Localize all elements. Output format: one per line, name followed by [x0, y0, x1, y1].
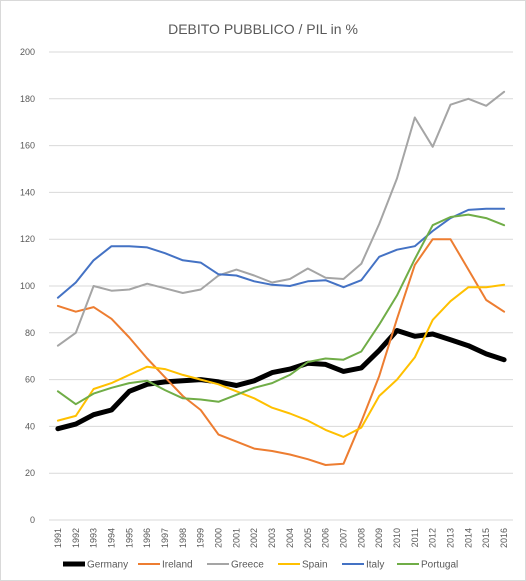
x-tick-label: 1993 — [89, 528, 99, 548]
legend: Germany Ireland Greece Spain Italy Portugal — [63, 560, 458, 571]
x-tick-label: 1991 — [53, 528, 63, 548]
y-tick-label: 120 — [20, 234, 35, 244]
x-tick-label: 1996 — [142, 528, 152, 548]
legend-label: Portugal — [421, 560, 458, 571]
y-axis-ticks: 0 20 40 60 80 100 120 140 160 180 200 — [20, 47, 35, 525]
series-line-ireland — [56, 238, 506, 466]
legend-label: Germany — [87, 560, 128, 571]
legend-label: Spain — [302, 560, 328, 571]
legend-item-spain: Spain — [278, 560, 328, 571]
series-line-portugal — [56, 213, 506, 406]
x-tick-label: 2013 — [446, 528, 456, 548]
x-tick-label: 2010 — [392, 528, 402, 548]
x-tick-label: 2016 — [499, 528, 509, 548]
legend-label: Ireland — [162, 560, 193, 571]
x-tick-label: 2006 — [321, 528, 331, 548]
y-tick-label: 100 — [20, 281, 35, 291]
legend-label: Italy — [366, 560, 384, 571]
x-tick-label: 2008 — [356, 528, 366, 548]
series-lines — [55, 90, 507, 466]
y-tick-label: 140 — [20, 187, 35, 197]
x-tick-label: 2011 — [410, 528, 420, 547]
x-tick-label: 2003 — [267, 528, 277, 548]
y-tick-label: 40 — [25, 421, 35, 431]
y-tick-label: 160 — [20, 141, 35, 151]
legend-item-portugal: Portugal — [397, 560, 458, 571]
y-tick-label: 0 — [30, 515, 35, 525]
y-tick-label: 60 — [25, 375, 35, 385]
x-tick-label: 1999 — [196, 528, 206, 548]
series-line-greece — [56, 90, 506, 347]
x-tick-label: 2005 — [303, 528, 313, 548]
legend-item-ireland: Ireland — [138, 560, 193, 571]
x-tick-label: 2000 — [214, 528, 224, 548]
x-tick-label: 2014 — [463, 528, 473, 548]
x-tick-label: 2012 — [428, 528, 438, 548]
x-tick-label: 2004 — [285, 528, 295, 548]
x-tick-label: 1998 — [178, 528, 188, 548]
series-line-germany — [55, 328, 507, 432]
series-line-italy — [56, 207, 506, 299]
x-axis-ticks: 1991 1992 1993 1994 1995 1996 1997 1998 1999 2000… — [53, 528, 509, 548]
x-tick-label: 1994 — [106, 528, 116, 548]
x-tick-label: 2001 — [231, 528, 241, 548]
legend-label: Greece — [231, 560, 264, 571]
x-tick-label: 2002 — [249, 528, 259, 548]
x-tick-label: 1992 — [71, 528, 81, 548]
legend-item-greece: Greece — [207, 560, 264, 571]
y-tick-label: 200 — [20, 47, 35, 57]
chart-title: DEBITO PUBBLICO / PIL in % — [168, 21, 358, 37]
legend-item-germany: Germany — [63, 560, 128, 571]
legend-item-italy: Italy — [342, 560, 384, 571]
y-tick-label: 20 — [25, 468, 35, 478]
x-tick-label: 1997 — [160, 528, 170, 548]
y-tick-label: 80 — [25, 328, 35, 338]
y-tick-label: 180 — [20, 94, 35, 104]
x-tick-label: 2007 — [338, 528, 348, 548]
x-tick-label: 1995 — [124, 528, 134, 548]
series-line-spain — [56, 283, 506, 438]
x-tick-label: 2009 — [374, 528, 384, 548]
x-tick-label: 2015 — [481, 528, 491, 548]
